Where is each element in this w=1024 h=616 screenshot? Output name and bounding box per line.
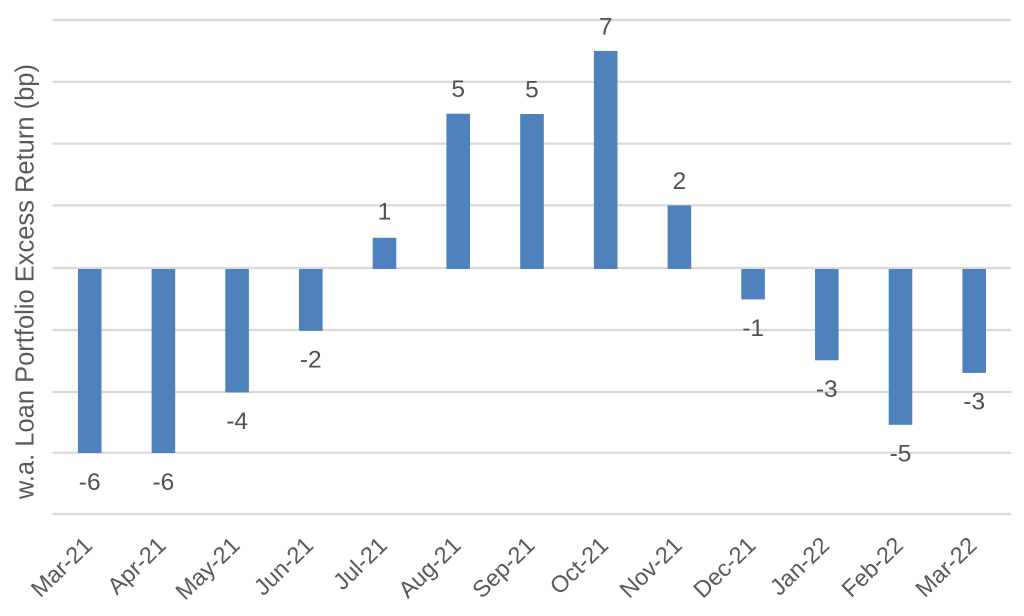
- svg-text:-4: -4: [226, 408, 248, 435]
- svg-text:5: 5: [451, 76, 465, 103]
- svg-text:-3: -3: [963, 389, 985, 416]
- svg-text:1: 1: [378, 199, 392, 226]
- svg-text:-6: -6: [79, 469, 101, 496]
- svg-text:-1: -1: [742, 315, 764, 342]
- svg-text:7: 7: [599, 13, 613, 40]
- svg-text:2: 2: [673, 168, 687, 195]
- svg-text:5: 5: [525, 77, 539, 104]
- svg-text:-5: -5: [890, 441, 912, 468]
- svg-text:-6: -6: [153, 469, 175, 496]
- svg-text:-3: -3: [816, 376, 838, 403]
- svg-text:-2: -2: [300, 347, 322, 374]
- svg-text:w.a. Loan Portfolio Excess Ret: w.a. Loan Portfolio Excess Return (bp): [12, 64, 40, 500]
